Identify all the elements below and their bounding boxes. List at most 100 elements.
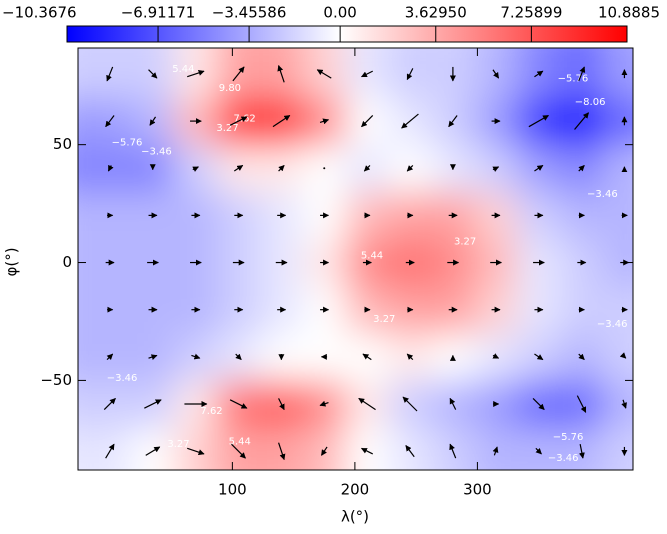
vector <box>449 397 457 410</box>
heat-cell <box>78 97 132 146</box>
contour-label: 3.27 <box>373 314 395 325</box>
vector <box>278 165 285 172</box>
contour-label: 3.27 <box>167 439 189 450</box>
vector <box>619 352 627 359</box>
vector <box>449 443 457 459</box>
contour-label: −5.76 <box>112 137 143 148</box>
vector <box>105 443 115 459</box>
vector <box>235 353 242 361</box>
contour-label: 5.44 <box>361 250 383 261</box>
vector <box>316 69 332 79</box>
vector <box>145 446 161 456</box>
heat-cell <box>602 97 633 146</box>
vector <box>323 167 326 170</box>
heat-cell <box>602 191 633 240</box>
vector <box>278 442 286 461</box>
vector <box>105 115 115 128</box>
colorbar-tick-label: −6.91171 <box>121 4 196 22</box>
vector <box>231 443 246 459</box>
vector <box>492 69 500 79</box>
vector <box>578 165 585 172</box>
contour-label: −3.46 <box>141 147 172 158</box>
heat-cell <box>78 48 132 99</box>
vector <box>361 115 374 128</box>
vector <box>534 164 544 172</box>
vector <box>534 70 544 78</box>
contour-label: 5.44 <box>229 437 251 448</box>
y-tick-label: 50 <box>53 135 72 153</box>
contour-label: −3.46 <box>107 373 138 384</box>
heat-cell <box>78 380 132 429</box>
vector <box>191 353 201 360</box>
heat-cell <box>131 427 175 470</box>
vector <box>148 69 158 79</box>
heat-cell <box>78 333 132 381</box>
vector <box>144 399 162 409</box>
vector <box>229 116 248 126</box>
vector <box>361 70 374 78</box>
heat-cell <box>78 427 132 470</box>
heat-cell <box>302 48 347 99</box>
vector <box>406 68 414 81</box>
vector <box>492 446 499 456</box>
colorbar-tick-label: −10.3676 <box>2 4 77 22</box>
vector <box>229 399 248 409</box>
vector <box>492 166 500 172</box>
y-axis-label: φ(°) <box>3 247 21 276</box>
overlay: 9.807.625.443.27−5.76−8.06−3.46−5.765.44… <box>103 64 630 464</box>
contour-label: 3.27 <box>454 236 476 247</box>
vector <box>192 166 199 172</box>
y-tick-label: −50 <box>40 371 72 389</box>
vector <box>448 115 458 128</box>
colorbar-tick-label: 3.62950 <box>405 4 467 22</box>
vector <box>277 64 285 83</box>
contour-label: 3.27 <box>216 123 238 134</box>
vector <box>492 353 500 359</box>
vector <box>401 113 419 129</box>
contour-label: 7.62 <box>200 406 222 417</box>
x-axis-label: λ(°) <box>341 508 369 526</box>
y-tick-label: 0 <box>62 253 72 271</box>
vector <box>272 114 291 128</box>
colorbar-tick-label: 0.00 <box>323 4 356 22</box>
contour-label: 5.44 <box>172 64 194 75</box>
vector <box>107 164 114 172</box>
contour-label: −3.46 <box>587 189 618 200</box>
colorbar-tick-label: 7.25899 <box>500 4 562 22</box>
vector <box>149 116 157 126</box>
heat-cell <box>602 427 633 470</box>
vector <box>534 353 544 361</box>
contour-label: −3.46 <box>597 319 628 330</box>
colorbar <box>66 25 628 43</box>
heat-cell <box>602 286 633 334</box>
contour-label: 9.80 <box>219 83 241 94</box>
vector <box>405 445 415 458</box>
heat-cell <box>174 48 218 99</box>
vector <box>406 165 414 172</box>
vector <box>362 353 372 361</box>
vector <box>187 69 205 78</box>
heat-cell <box>78 144 132 193</box>
vector <box>532 397 545 411</box>
heat-cell <box>78 286 132 334</box>
heat-cell <box>388 427 432 470</box>
heat-cell <box>602 380 633 429</box>
vector <box>578 444 585 459</box>
vector <box>319 400 329 407</box>
contour-label: −8.06 <box>575 97 606 108</box>
x-tick-label: 100 <box>218 481 247 499</box>
vector <box>319 118 330 125</box>
heat-cell <box>602 144 633 193</box>
x-tick-label: 300 <box>463 481 492 499</box>
vector <box>103 397 116 411</box>
vector <box>621 399 627 409</box>
heat-cell <box>217 427 261 470</box>
vector <box>358 397 376 411</box>
vector <box>528 114 549 128</box>
vector <box>106 66 114 82</box>
heatmap <box>78 48 633 470</box>
heatmap-clip <box>78 48 633 470</box>
vector <box>402 396 418 412</box>
heat-cell <box>560 427 604 470</box>
